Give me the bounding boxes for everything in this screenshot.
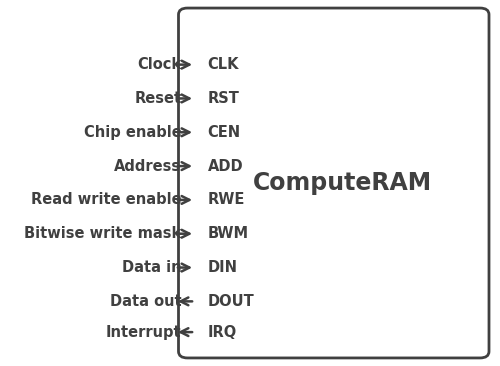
Text: Clock: Clock (138, 57, 182, 72)
Text: RST: RST (208, 91, 240, 106)
Text: BWM: BWM (208, 226, 248, 241)
Text: Data out: Data out (110, 294, 182, 309)
Text: DIN: DIN (208, 260, 238, 275)
Text: DOUT: DOUT (208, 294, 254, 309)
FancyBboxPatch shape (178, 8, 489, 358)
Text: CEN: CEN (208, 125, 240, 140)
Text: Bitwise write mask: Bitwise write mask (24, 226, 182, 241)
Text: Interrupt: Interrupt (106, 325, 182, 340)
Text: Data in: Data in (122, 260, 182, 275)
Text: Chip enable: Chip enable (84, 125, 182, 140)
Text: ComputeRAM: ComputeRAM (253, 171, 432, 195)
Text: ADD: ADD (208, 158, 243, 173)
Text: Address: Address (114, 158, 182, 173)
Text: IRQ: IRQ (208, 325, 237, 340)
Text: CLK: CLK (208, 57, 239, 72)
Text: Read write enable: Read write enable (31, 193, 182, 208)
Text: Reset: Reset (134, 91, 182, 106)
Text: RWE: RWE (208, 193, 245, 208)
